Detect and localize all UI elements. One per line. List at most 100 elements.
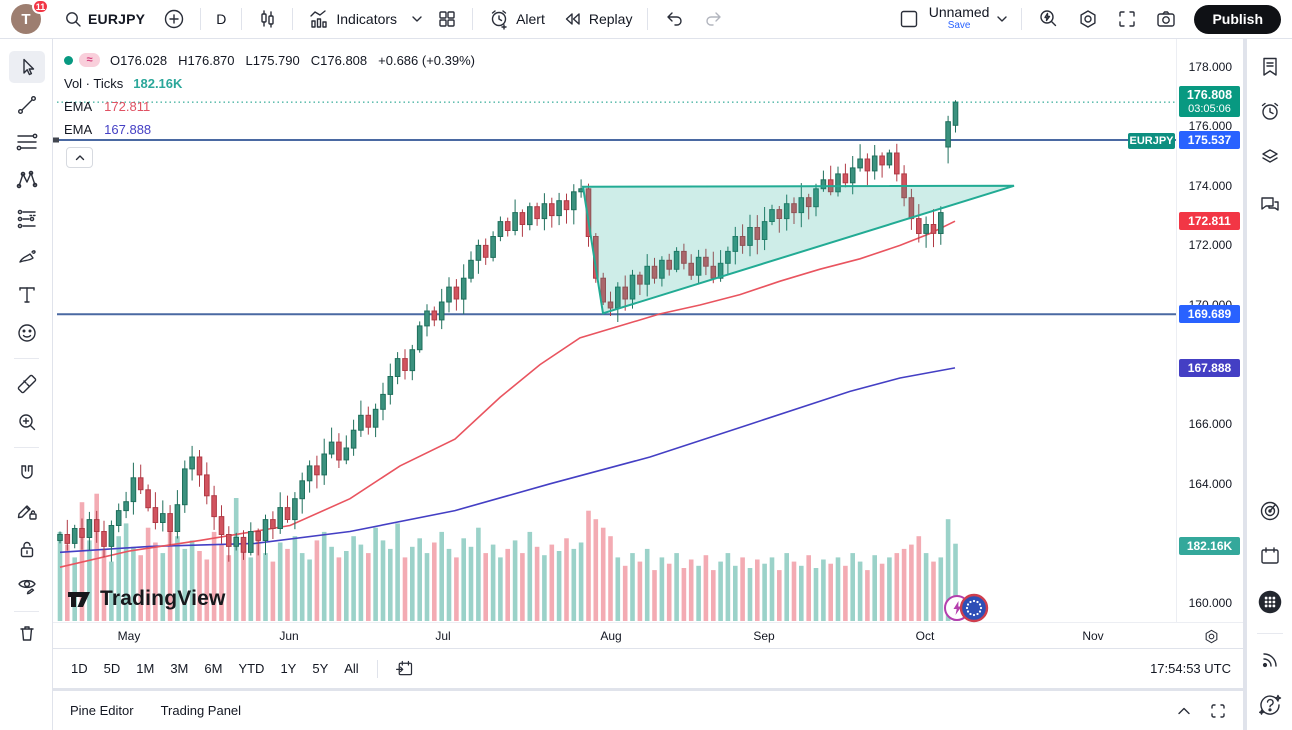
x-axis-tick: Nov xyxy=(1082,629,1104,643)
help-button[interactable] xyxy=(1257,692,1283,718)
goto-date-button[interactable] xyxy=(388,656,421,681)
screenshot-button[interactable] xyxy=(1146,3,1186,35)
trading-panel-tab[interactable]: Trading Panel xyxy=(160,703,242,718)
remove-drawings-tool[interactable] xyxy=(14,620,40,646)
triangle-pattern-drawing xyxy=(581,184,1015,315)
compare-add-button[interactable] xyxy=(154,3,194,35)
chart-legend: ≈ O176.028 H176.870 L175.790 C176.808 +0… xyxy=(64,48,475,141)
range-button-ytd[interactable]: YTD xyxy=(238,661,265,676)
range-button-1d[interactable]: 1D xyxy=(71,661,88,676)
camera-icon xyxy=(1157,11,1176,27)
expand-panel-button[interactable] xyxy=(1175,702,1193,720)
ruler-tool[interactable] xyxy=(14,371,40,397)
trend-line-tool[interactable] xyxy=(14,92,40,118)
quick-search-icon xyxy=(1040,10,1057,27)
pattern-tool[interactable] xyxy=(14,167,40,193)
chevron-down-icon xyxy=(997,16,1008,22)
y-axis-tick: 176.000 xyxy=(1188,119,1232,134)
candlestick-icon xyxy=(261,10,275,28)
alert-button[interactable]: Alert xyxy=(479,3,554,35)
range-button-1y[interactable]: 1Y xyxy=(280,661,297,676)
scanner-button[interactable] xyxy=(1257,498,1283,524)
range-button-3m[interactable]: 3M xyxy=(170,661,189,676)
price-chart[interactable] xyxy=(53,39,1243,622)
magnet-tool[interactable] xyxy=(14,460,40,486)
symbol-flag-badges xyxy=(941,591,991,630)
watchlist-button[interactable] xyxy=(1257,54,1283,80)
toolbar-separator xyxy=(1021,8,1023,30)
fullscreen-button[interactable] xyxy=(1108,3,1146,35)
apps-menu-button[interactable] xyxy=(1257,589,1283,615)
timezone-button[interactable]: 17:54:53 UTC xyxy=(1150,661,1231,676)
legend-ema-fast-row[interactable]: EMA 172.811 xyxy=(64,95,475,118)
fib-retracement-tool[interactable] xyxy=(14,129,40,155)
publish-button[interactable]: Publish xyxy=(1194,4,1281,34)
axis-settings-button[interactable] xyxy=(1203,628,1220,645)
layout-name-label: Unnamed xyxy=(928,4,990,20)
trash-icon xyxy=(20,626,34,641)
chart-style-button[interactable] xyxy=(248,3,286,35)
user-avatar[interactable]: T 11 xyxy=(11,0,49,34)
timeframe-label: D xyxy=(216,11,227,27)
range-button-1m[interactable]: 1M xyxy=(136,661,155,676)
grid-layout-button[interactable] xyxy=(428,3,466,35)
ema-fast-label: EMA xyxy=(64,99,93,114)
save-label: Save xyxy=(947,20,971,31)
price-axis[interactable]: 178.000176.000174.000172.000170.000166.0… xyxy=(1176,39,1243,622)
zoom-tool[interactable] xyxy=(14,409,40,435)
toolbar-separator xyxy=(647,8,649,30)
bottom-panel: Pine Editor Trading Panel xyxy=(53,691,1243,730)
zoom-in-icon xyxy=(19,414,36,431)
time-axis[interactable]: May Jun Jul Aug Sep Oct Nov xyxy=(53,622,1243,648)
price-tag: 167.888 xyxy=(1179,358,1240,377)
indicators-button[interactable]: Indicators xyxy=(299,3,406,35)
quick-search-button[interactable] xyxy=(1028,3,1068,35)
volume-series xyxy=(57,493,958,621)
undo-button[interactable] xyxy=(654,3,694,35)
draw-lock-tool[interactable] xyxy=(14,498,40,524)
forecast-tool[interactable] xyxy=(14,206,40,232)
pencil-lock-icon xyxy=(17,505,37,520)
legend-volume-row[interactable]: Vol · Ticks 182.16K xyxy=(64,72,475,95)
alerts-button[interactable] xyxy=(1257,98,1283,124)
brush-tool[interactable] xyxy=(14,244,40,270)
calendar-button[interactable] xyxy=(1257,543,1283,569)
maximize-panel-button[interactable] xyxy=(1209,702,1227,720)
settings-button[interactable] xyxy=(1068,3,1108,35)
layout-select-button[interactable] xyxy=(889,3,929,35)
redo-button[interactable] xyxy=(694,3,734,35)
legend-symbol-row[interactable]: ≈ O176.028 H176.870 L175.790 C176.808 +0… xyxy=(64,48,475,72)
layout-menu-chevron[interactable] xyxy=(989,3,1015,35)
x-axis-tick: Sep xyxy=(753,629,775,643)
legend-collapse-button[interactable] xyxy=(66,147,93,168)
range-button-5y[interactable]: 5Y xyxy=(312,661,329,676)
range-button-5d[interactable]: 5D xyxy=(103,661,121,676)
replay-button[interactable]: Replay xyxy=(554,3,642,35)
text-tool[interactable] xyxy=(14,282,40,308)
emoji-tool[interactable] xyxy=(14,320,40,346)
right-sidebar xyxy=(1246,39,1292,730)
indicator-templates-chevron[interactable] xyxy=(406,3,428,35)
toolbar-separator xyxy=(292,8,294,30)
timeframe-button[interactable]: D xyxy=(207,3,235,35)
gear-icon xyxy=(1205,629,1218,644)
lock-all-tool[interactable] xyxy=(14,536,40,562)
pine-editor-tab[interactable]: Pine Editor xyxy=(70,703,134,718)
chat-button[interactable] xyxy=(1257,192,1283,218)
ohlc-change: +0.686 (+0.39%) xyxy=(378,52,475,68)
projection-lines-icon xyxy=(17,209,36,229)
chart-panel: ≈ O176.028 H176.870 L175.790 C176.808 +0… xyxy=(53,39,1243,648)
cursor-tool[interactable] xyxy=(9,51,45,83)
layout-name-button[interactable]: Unnamed Save xyxy=(928,4,990,32)
object-tree-button[interactable] xyxy=(1257,144,1283,170)
symbol-search-button[interactable]: EURJPY xyxy=(55,3,154,35)
range-button-all[interactable]: All xyxy=(344,661,359,676)
feed-button[interactable] xyxy=(1257,647,1283,673)
hide-drawings-tool[interactable] xyxy=(14,573,40,599)
radar-icon xyxy=(1260,501,1280,521)
delayed-data-badge: ≈ xyxy=(79,53,100,67)
layers-icon xyxy=(1262,149,1278,163)
legend-ema-slow-row[interactable]: EMA 167.888 xyxy=(64,118,475,141)
date-range-toolbar: 1D 5D 1M 3M 6M YTD 1Y 5Y All 17:54:53 UTC xyxy=(53,648,1243,688)
range-button-6m[interactable]: 6M xyxy=(204,661,223,676)
